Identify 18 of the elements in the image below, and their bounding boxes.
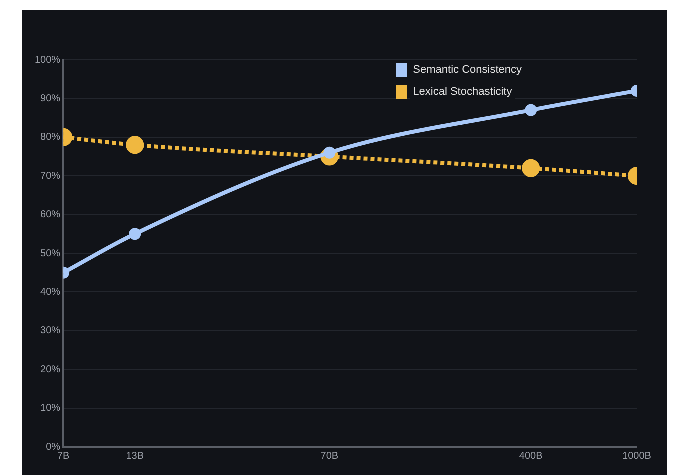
x-tick-label: 13B <box>126 450 144 462</box>
y-tick-label: 50% <box>40 248 61 260</box>
y-tick-label: 70% <box>40 170 61 182</box>
x-tick-label: 7B <box>57 450 70 462</box>
legend-label: Lexical Stochasticity <box>413 86 513 98</box>
y-tick-label: 20% <box>40 364 61 376</box>
y-tick-label: 90% <box>40 93 61 104</box>
y-tick-label: 0% <box>46 442 61 453</box>
x-tick-label: 70B <box>320 450 339 462</box>
x-tick-label: 400B <box>519 450 544 462</box>
y-tick-label: 60% <box>40 210 61 221</box>
y-tick-label: 40% <box>40 286 61 298</box>
y-tick-label: 80% <box>40 132 61 144</box>
x-tick-label: 1000B <box>622 450 652 462</box>
legend-label: Semantic Consistency <box>413 64 522 76</box>
y-tick-label: 10% <box>40 403 61 414</box>
y-tick-label: 30% <box>40 326 61 337</box>
y-tick-label: 100% <box>35 54 61 66</box>
